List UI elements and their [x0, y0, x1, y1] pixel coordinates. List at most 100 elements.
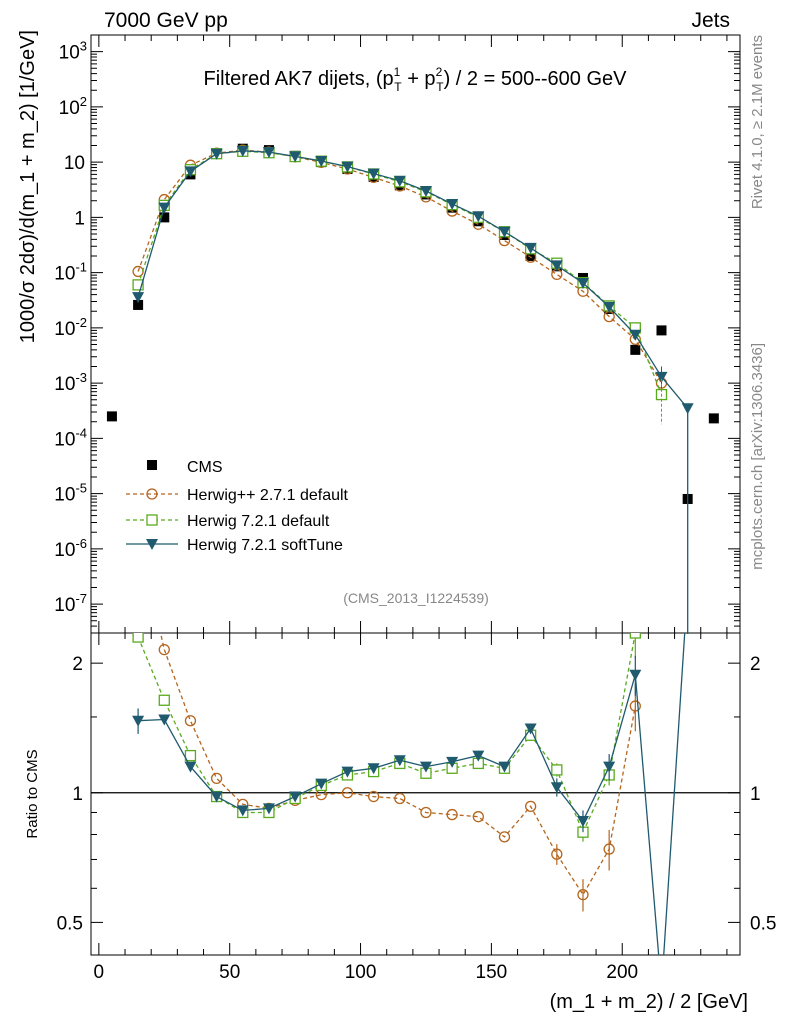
rivet-label: Rivet 4.1.0, ≥ 2.1M events — [749, 35, 766, 209]
ratio-point — [524, 800, 537, 812]
legend-label-herwig7-default: Herwig 7.2.1 default — [187, 513, 330, 530]
ratio-point — [132, 633, 144, 643]
ratio-point — [210, 772, 223, 785]
mc-point — [603, 301, 616, 313]
legend-marker-herwig7-default — [146, 514, 158, 526]
mc-point — [315, 155, 328, 167]
mc-point — [629, 329, 642, 341]
mc-point — [472, 211, 485, 223]
mc-point — [158, 202, 171, 214]
data-point-cms — [525, 250, 536, 261]
ratio-point — [550, 782, 563, 794]
ratio-point — [524, 723, 537, 735]
x-tick-label: 150 — [476, 962, 508, 983]
ratio-point — [210, 791, 223, 803]
ratio-series-line — [159, 633, 636, 896]
ratio-point — [472, 750, 485, 762]
mc-point — [524, 242, 537, 254]
mc-point — [132, 292, 145, 304]
ratio-point — [367, 763, 380, 775]
ratio-point — [132, 715, 145, 727]
y-tick-label: 10-4 — [54, 425, 87, 450]
ratio-point — [341, 787, 354, 799]
ratio-point — [158, 694, 170, 706]
ratio-point — [551, 764, 563, 776]
ratio-point — [393, 755, 406, 767]
ratio-point — [576, 815, 589, 827]
y-tick-label: 10-2 — [54, 315, 87, 340]
mc-point — [289, 151, 302, 163]
ratio-point — [236, 805, 249, 817]
y-axis-label-ratio: Ratio to CMS — [24, 749, 41, 838]
mc-point — [236, 145, 249, 157]
ratio-point — [394, 792, 406, 805]
data-point-cms — [106, 411, 117, 422]
mc-point — [550, 260, 563, 272]
ratio-point — [419, 761, 432, 773]
mc-point — [262, 147, 275, 159]
mc-point — [367, 168, 380, 180]
ratio-point — [315, 778, 328, 790]
mcplots-label: mcplots.cern.ch [arXiv:1306.3436] — [749, 343, 766, 570]
ratio-point — [289, 791, 302, 803]
mc-point — [341, 161, 354, 173]
mc-point — [419, 186, 432, 198]
legend-marker-cms — [147, 460, 157, 470]
legend: CMS Herwig++ 2.7.1 default Herwig 7.2.1 … — [126, 459, 349, 554]
ratio-point — [420, 806, 432, 819]
ratio-point — [262, 803, 275, 815]
mc-point — [576, 277, 589, 289]
y-tick-label: 10-3 — [54, 370, 87, 395]
ratio-plot-frame — [90, 632, 741, 956]
header-left: 7000 GeV pp — [104, 9, 228, 32]
ratio-y-tick-label: 1 — [72, 784, 83, 805]
y-tick-label: 10-1 — [54, 260, 87, 285]
ratio-point — [498, 831, 511, 843]
legend-label-herwig7-softtune: Herwig 7.2.1 softTune — [187, 537, 343, 554]
mc-point — [446, 198, 459, 210]
ratio-point — [184, 749, 197, 762]
ratio-point — [603, 761, 616, 773]
mc-point — [132, 279, 144, 291]
ratio-series-line — [138, 633, 686, 955]
header-right: Jets — [691, 9, 730, 32]
ratio-point — [133, 529, 143, 539]
y-axis-label-main: 1000/σ 2dσ)/d(m_1 + m_2) [1/GeV] — [17, 30, 39, 343]
ratio-point — [551, 848, 563, 860]
ratio-point — [446, 756, 459, 768]
ratio-point — [158, 714, 171, 726]
legend-label-herwigpp: Herwig++ 2.7.1 default — [187, 487, 349, 504]
ratio-point — [367, 790, 380, 803]
ratio-point — [341, 766, 354, 778]
data-point-cms — [133, 299, 144, 310]
data-point-cms — [159, 212, 170, 223]
main-series-layer — [106, 143, 719, 634]
y-tick-label: 10 — [64, 153, 85, 174]
y-tick-label: 10-5 — [54, 481, 87, 506]
series-line — [137, 150, 689, 634]
ratio-y-tick-label: 0.5 — [57, 913, 83, 934]
y-tick-label: 10-7 — [54, 591, 87, 616]
y-tick-label: 103 — [59, 39, 87, 64]
chart-title: Filtered AK7 dijets, (p1 T + p2 T) / 2 = 5… — [204, 65, 628, 94]
x-tick-label: 50 — [219, 962, 240, 983]
ratio-y-tick-label: 2 — [72, 654, 83, 675]
ratio-axes: 0 50 100 150 200 0.5 0.5 1 1 2 2 — [57, 633, 776, 983]
mc-point — [498, 226, 511, 238]
ratio-point — [184, 761, 197, 773]
analysis-id: (CMS_2013_I1224539) — [343, 590, 489, 606]
x-tick-label: 0 — [94, 962, 105, 983]
legend-marker-herwig7-softtune — [146, 539, 158, 550]
mc-point — [210, 148, 223, 160]
ratio-y-tick-label-right: 0.5 — [750, 913, 776, 934]
x-axis-label: (m_1 + m_2) / 2 [GeV] — [550, 991, 748, 1013]
ratio-point — [629, 669, 642, 681]
y-tick-label: 1 — [74, 208, 85, 229]
data-point-cms — [630, 344, 641, 355]
ratio-point — [446, 808, 458, 821]
ratio-point — [472, 811, 484, 823]
ratio-point — [629, 633, 641, 639]
ratio-point — [158, 643, 170, 656]
ratio-series-line — [137, 633, 636, 834]
